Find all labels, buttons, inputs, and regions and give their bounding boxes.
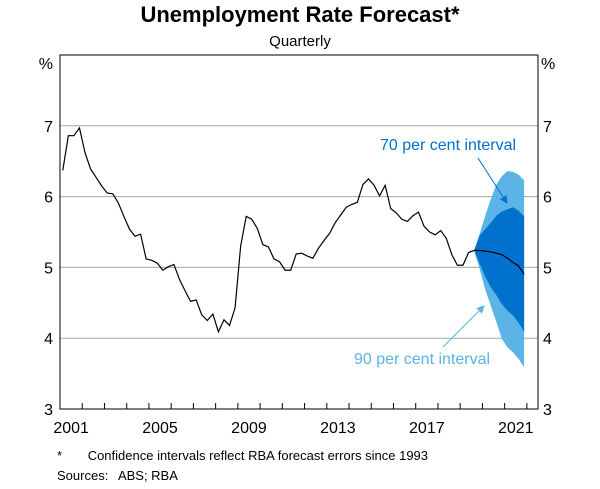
footnote: * Confidence intervals reflect RBA forec… <box>57 448 428 463</box>
sources-text: ABS; RBA <box>117 468 178 483</box>
annotation-70: 70 per cent interval <box>380 137 516 154</box>
y-tick-label-left: 4 <box>44 331 53 348</box>
chart-subtitle: Quarterly <box>269 33 331 50</box>
y-tick-label-right: 4 <box>543 331 552 348</box>
y-tick-label-left: 6 <box>44 190 53 207</box>
arrow-90 <box>442 305 485 348</box>
sources-label: Sources: <box>57 468 109 483</box>
interval-70-band <box>474 207 525 332</box>
y-tick-label-left: 5 <box>44 260 53 277</box>
annotation-90: 90 per cent interval <box>354 351 490 368</box>
actual-series-line <box>62 126 475 334</box>
forecast-central-line <box>474 249 525 275</box>
y-tick-label-right: 6 <box>543 190 552 207</box>
y-tick-label-left: 7 <box>44 119 53 136</box>
y-unit-left: % <box>39 56 53 73</box>
x-tick-label: 2001 <box>53 420 89 437</box>
plot-frame <box>59 54 539 410</box>
footnote-text: Confidence intervals reflect RBA forecas… <box>87 448 429 463</box>
y-tick-label-right: 5 <box>543 260 552 277</box>
footnote-marker: * <box>57 448 63 463</box>
y-tick-label-right: 3 <box>543 402 552 419</box>
chart-title: Unemployment Rate Forecast* <box>140 2 460 27</box>
x-tick-label: 2009 <box>231 420 267 437</box>
y-tick-label-right: 7 <box>543 119 552 136</box>
x-tick-label: 2013 <box>320 420 356 437</box>
x-tick-label: 2021 <box>498 420 534 437</box>
y-unit-right: % <box>541 56 555 73</box>
y-tick-label-left: 3 <box>44 402 53 419</box>
sources: Sources: ABS; RBA <box>57 468 178 483</box>
x-tick-label: 2017 <box>409 420 445 437</box>
x-tick-label: 2005 <box>142 420 178 437</box>
arrow-70 <box>477 157 508 204</box>
